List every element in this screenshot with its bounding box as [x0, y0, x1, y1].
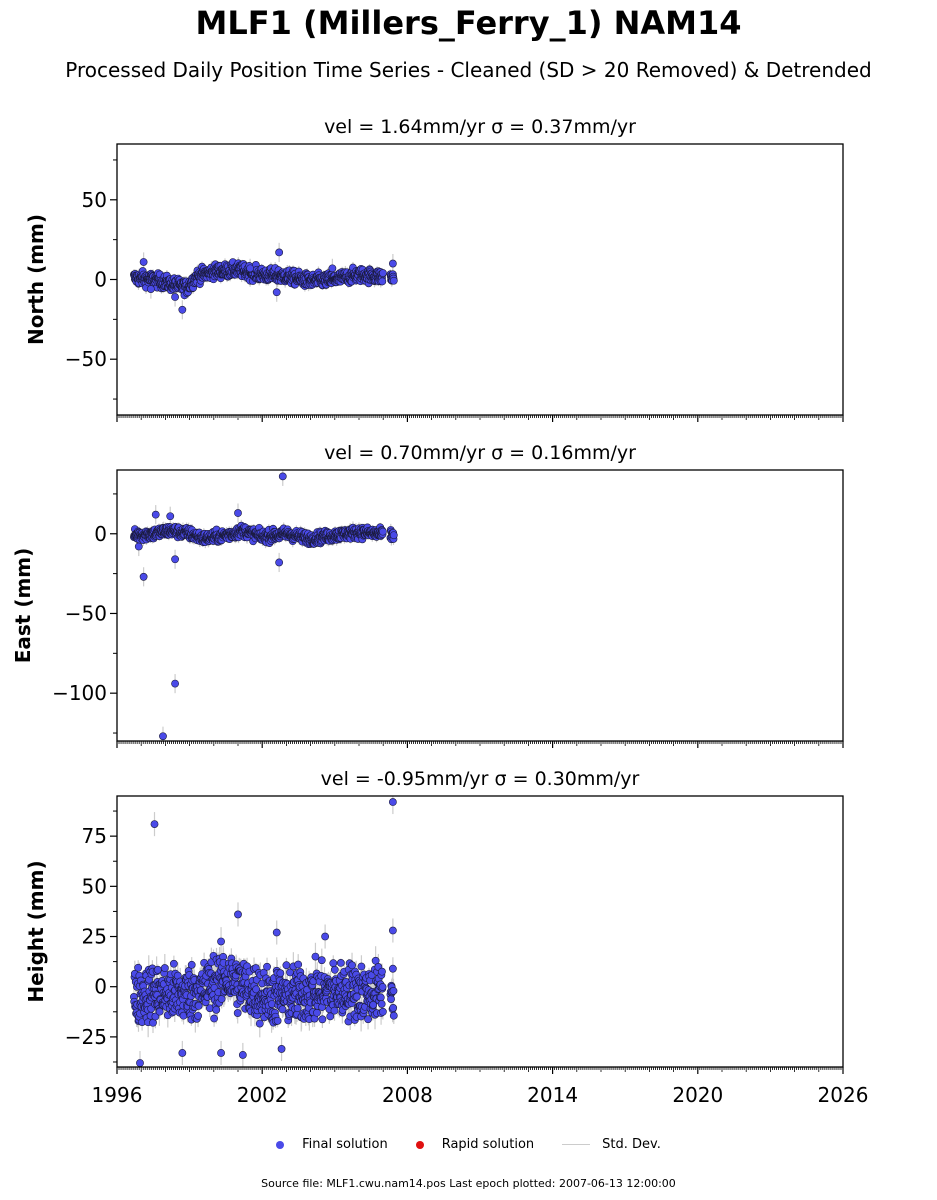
final-solution-point — [389, 531, 398, 540]
final-solution-point — [146, 285, 155, 293]
ylabel-height: Height (mm) — [24, 860, 48, 1002]
data-points-east — [130, 470, 398, 741]
ylabel-east: East (mm) — [11, 548, 35, 664]
final-solution-point — [134, 542, 143, 551]
final-solution-point — [378, 269, 387, 277]
data-points-north — [130, 242, 398, 320]
final-solution-point — [166, 512, 175, 521]
final-solution-point — [272, 288, 281, 297]
y-tick-label: 0 — [94, 268, 107, 292]
panel-north: vel = 1.64mm/yr σ = 0.37mm/yr North (mm)−… — [24, 116, 844, 422]
final-solution-point — [389, 276, 398, 285]
panel-title-height: vel = -0.95mm/yr σ = 0.30mm/yr — [321, 768, 640, 790]
final-solution-point — [234, 509, 242, 517]
y-tick-label: −50 — [65, 347, 107, 371]
final-solution-point — [159, 732, 167, 741]
data-points-height — [130, 796, 398, 1067]
final-solution-point — [378, 277, 387, 286]
final-solution-point — [171, 293, 179, 301]
panel-title-north: vel = 1.64mm/yr σ = 0.37mm/yr — [324, 116, 636, 138]
final-solution-point — [139, 258, 148, 266]
final-solution-point — [378, 527, 387, 536]
final-solution-point — [278, 472, 287, 481]
panel-title-east: vel = 0.70mm/yr σ = 0.16mm/yr — [324, 442, 636, 464]
y-tick-label: 50 — [82, 188, 107, 212]
final-solution-point — [246, 264, 254, 273]
y-tick-label: −50 — [65, 601, 107, 625]
final-solution-point — [328, 264, 337, 273]
figure-subtitle: Processed Daily Position Time Series - C… — [65, 58, 872, 82]
final-solution-point — [275, 248, 284, 257]
figure-title: MLF1 (Millers_Ferry_1) NAM14 — [195, 4, 742, 42]
plot-frame-east — [116, 469, 844, 742]
final-solution-point — [275, 558, 284, 567]
y-tick-label: −100 — [52, 681, 107, 705]
y-tick-label: 0 — [94, 522, 107, 546]
final-solution-point — [388, 259, 397, 268]
panel-east: vel = 0.70mm/yr σ = 0.16mm/yr East (mm) −1… — [11, 442, 844, 748]
final-solution-point — [171, 555, 179, 564]
final-solution-point — [171, 679, 179, 688]
final-solution-point — [139, 572, 148, 581]
panel-height: vel = -0.95mm/yr σ = 0.30mm/yr Height (mm… — [24, 768, 868, 1107]
final-solution-point — [178, 305, 187, 314]
final-solution-point — [151, 510, 160, 519]
ylabel-north: North (mm) — [24, 214, 48, 345]
